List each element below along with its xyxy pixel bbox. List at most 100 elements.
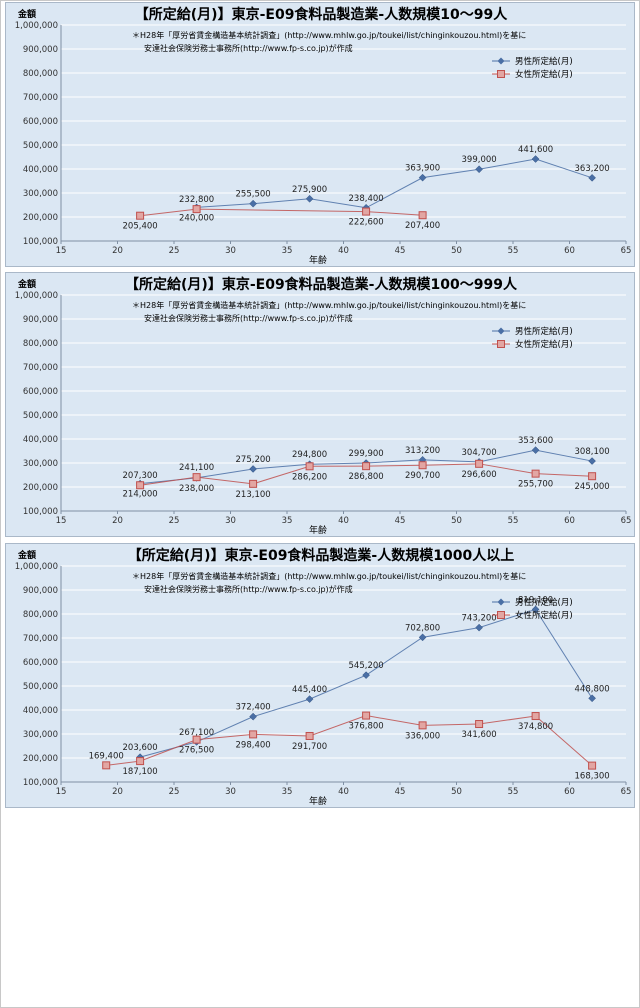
data-label: 276,500: [179, 746, 214, 756]
x-tick-label: 40: [338, 246, 349, 256]
x-tick-label: 15: [56, 516, 67, 526]
data-label: 275,900: [292, 185, 327, 195]
data-label: 286,800: [349, 472, 384, 482]
x-tick-label: 60: [564, 246, 575, 256]
x-tick-label: 50: [451, 787, 462, 797]
data-point-male: [588, 173, 596, 182]
x-tick-label: 20: [112, 787, 123, 797]
data-label: 213,100: [236, 490, 271, 500]
legend-marker-male: [497, 327, 505, 335]
x-tick-label: 65: [621, 787, 632, 797]
data-point-female: [362, 711, 371, 720]
y-tick-label: 300,000: [23, 189, 58, 199]
data-point-female: [418, 211, 427, 220]
x-tick-label: 15: [56, 787, 67, 797]
data-label: 376,800: [349, 722, 384, 732]
data-label: 399,000: [462, 155, 497, 165]
y-tick-label: 900,000: [23, 45, 58, 55]
series-line-female: [106, 715, 593, 766]
y-tick-label: 600,000: [23, 387, 58, 397]
data-point-female: [418, 461, 427, 470]
y-tick-label: 300,000: [23, 459, 58, 469]
data-label: 245,000: [575, 482, 610, 492]
source-note-line-2: 安達社会保険労務士事務所(http://www.fp-s.co.jp)が作成: [144, 43, 353, 53]
data-label: 296,600: [462, 470, 497, 480]
y-tick-label: 100,000: [23, 507, 58, 517]
data-label: 291,700: [292, 742, 327, 752]
data-label: 294,800: [292, 450, 327, 460]
data-label: 341,600: [462, 730, 497, 740]
y-tick-label: 500,000: [23, 682, 58, 692]
x-tick-label: 50: [451, 516, 462, 526]
x-axis-label: 年齢: [309, 795, 327, 807]
y-tick-label: 500,000: [23, 411, 58, 421]
x-tick-label: 25: [169, 246, 180, 256]
data-label: 222,600: [349, 218, 384, 228]
source-note-line-1: ＊H28年「厚労省賃金構造基本統計調査」(http://www.mhlw.go.…: [132, 300, 526, 310]
data-point-male: [249, 199, 257, 208]
data-label: 743,200: [462, 614, 497, 624]
x-tick-label: 40: [338, 787, 349, 797]
chart-title: 【所定給(月)】東京-E09食料品製造業-人数規模10～99人: [135, 6, 508, 23]
legend-label: 女性所定給(月): [515, 69, 573, 80]
data-label: 168,300: [575, 772, 610, 782]
data-point-female: [418, 721, 427, 730]
data-point-female: [305, 731, 314, 740]
chart-title: 【所定給(月)】東京-E09食料品製造業-人数規模1000人以上: [128, 547, 514, 564]
data-point-female: [475, 720, 484, 729]
x-tick-label: 15: [56, 246, 67, 256]
x-tick-label: 20: [112, 516, 123, 526]
data-label: 363,900: [405, 164, 440, 174]
y-tick-label: 100,000: [23, 778, 58, 788]
plot-area: [61, 25, 626, 241]
y-tick-label: 400,000: [23, 165, 58, 175]
data-point-female: [136, 211, 145, 220]
data-point-female: [192, 205, 201, 214]
x-tick-label: 45: [395, 516, 406, 526]
data-point-male: [305, 695, 314, 703]
data-label: 214,000: [123, 490, 158, 500]
data-point-male: [249, 465, 257, 473]
data-label: 255,700: [518, 480, 553, 490]
data-label: 169,400: [89, 751, 124, 761]
y-tick-label: 700,000: [23, 93, 58, 103]
legend-label: 男性所定給(月): [515, 326, 573, 337]
data-label: 290,700: [405, 471, 440, 481]
data-label: 336,000: [405, 731, 440, 741]
data-point-female: [249, 730, 258, 739]
x-tick-label: 35: [282, 787, 293, 797]
x-tick-label: 60: [564, 516, 575, 526]
data-label: 313,200: [405, 446, 440, 456]
legend-marker-female: [497, 70, 505, 78]
data-point-female: [531, 712, 540, 721]
legend-marker-male: [497, 57, 505, 65]
chart-panel-small-establishments: 100,000 200,000 300,000 400,000 500,000 600,0…: [5, 2, 635, 267]
legend-marker-female: [497, 611, 505, 619]
source-note-line-1: ＊H28年「厚労省賃金構造基本統計調査」(http://www.mhlw.go.…: [132, 571, 526, 581]
data-label: 374,800: [518, 722, 553, 732]
series-line-female: [140, 208, 423, 217]
data-label: 275,200: [236, 455, 271, 465]
data-point-female: [192, 735, 201, 744]
data-label: 441,600: [518, 145, 553, 155]
y-tick-label: 1,000,000: [15, 21, 58, 31]
x-tick-label: 40: [338, 516, 349, 526]
chart-svg: 100,000 200,000 300,000 400,000 500,000 600,0…: [15, 276, 632, 536]
data-label: 205,400: [123, 222, 158, 232]
data-label: 238,000: [179, 484, 214, 494]
y-tick-label: 600,000: [23, 658, 58, 668]
series-line-male: [196, 158, 593, 209]
data-label: 232,800: [179, 195, 214, 205]
chart-svg: 100,000 200,000 300,000 400,000 500,000 600,0…: [15, 547, 632, 807]
data-point-female: [362, 462, 371, 471]
data-point-male: [249, 712, 257, 721]
data-point-male: [531, 605, 540, 614]
data-point-male: [531, 446, 540, 454]
x-tick-label: 35: [282, 516, 293, 526]
data-label: 207,400: [405, 221, 440, 231]
data-label: 819,100: [518, 595, 553, 605]
data-label: 299,900: [349, 449, 384, 459]
data-point-female: [588, 761, 597, 770]
y-tick-label: 700,000: [23, 363, 58, 373]
data-point-female: [305, 462, 314, 471]
